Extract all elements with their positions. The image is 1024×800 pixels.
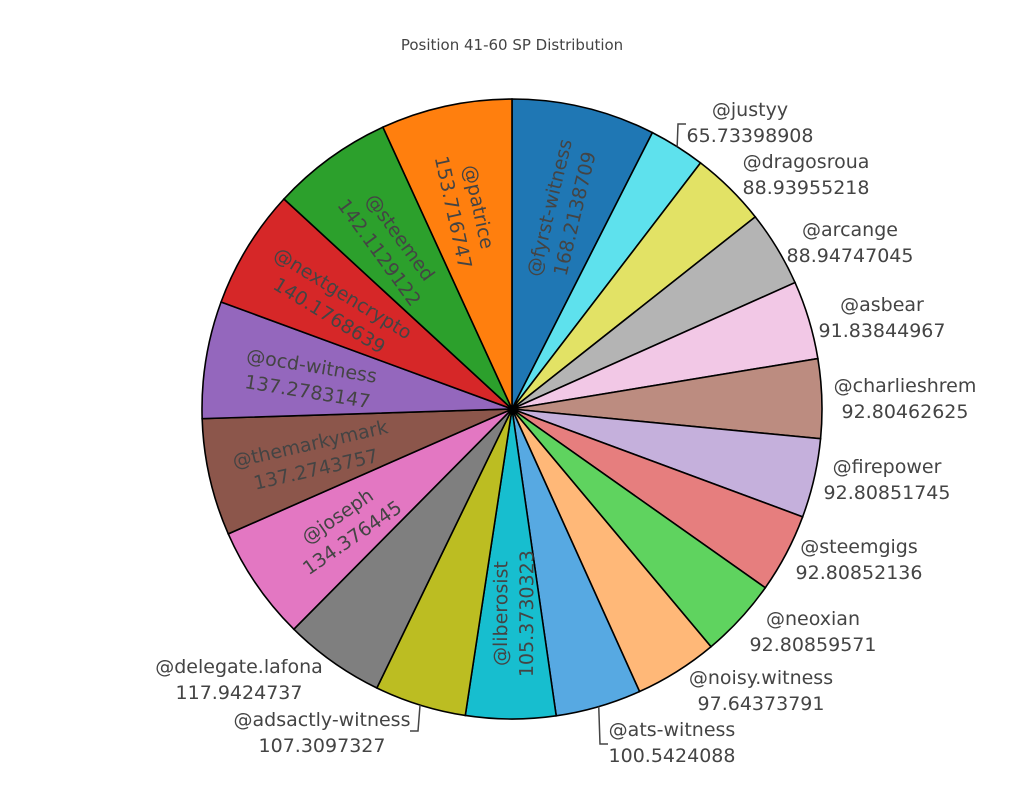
slice-label-liberosist: @liberosist 105.3730323 <box>490 550 539 677</box>
pie-slices <box>201 98 823 720</box>
label-name-dragosroua: @dragosroua <box>743 151 870 173</box>
slice-label-ats-witness: @ats-witness 100.5424088 <box>598 706 736 767</box>
slice-label-neoxian: @neoxian 92.80859571 <box>750 608 877 656</box>
slice-label-arcange: @arcange 88.94747045 <box>787 219 914 267</box>
label-name-asbear: @asbear <box>840 294 924 316</box>
label-value-asbear: 91.83844967 <box>819 320 946 342</box>
label-name-liberosist: @liberosist <box>490 561 512 666</box>
slice-label-charlieshrem: @charlieshrem 92.80462625 <box>834 375 977 423</box>
leader-line-adsactly-witness <box>410 704 421 732</box>
leader-line-justyy <box>676 123 686 147</box>
label-value-ats-witness: 100.5424088 <box>609 745 736 767</box>
label-value-firepower: 92.80851745 <box>824 482 951 504</box>
pie-slice-patrice[interactable] <box>381 98 513 410</box>
slice-label-asbear: @asbear 91.83844967 <box>819 294 946 342</box>
label-value-adsactly-witness: 107.3097327 <box>259 735 386 757</box>
leader-line-ats-witness <box>598 706 608 745</box>
pie-slice-fyrst-witness[interactable] <box>511 98 654 410</box>
label-name-steemgigs: @steemgigs <box>800 536 918 558</box>
label-name-delegate-lafona: @delegate.lafona <box>155 656 323 678</box>
label-value-arcange: 88.94747045 <box>787 245 914 267</box>
label-name-neoxian: @neoxian <box>766 608 860 630</box>
label-name-noisy-witness: @noisy.witness <box>689 667 833 689</box>
chart-title: Position 41-60 SP Distribution <box>401 36 623 54</box>
slice-label-dragosroua: @dragosroua 88.93955218 <box>743 151 870 199</box>
slice-label-steemgigs: @steemgigs 92.80852136 <box>796 536 923 584</box>
label-value-justyy: 65.73398908 <box>687 125 814 147</box>
slice-label-delegate-lafona: @delegate.lafona 117.9424737 <box>155 656 323 704</box>
slice-label-firepower: @firepower 92.80851745 <box>824 456 951 504</box>
pie-slice-ocd-witness[interactable] <box>201 300 513 420</box>
label-value-charlieshrem: 92.80462625 <box>842 401 969 423</box>
slice-label-justyy: @justyy 65.73398908 <box>676 99 814 147</box>
label-value-neoxian: 92.80859571 <box>750 634 877 656</box>
label-name-ats-witness: @ats-witness <box>609 719 736 741</box>
label-name-arcange: @arcange <box>802 219 898 241</box>
label-name-firepower: @firepower <box>833 456 942 478</box>
label-value-delegate-lafona: 117.9424737 <box>176 682 303 704</box>
slice-label-noisy-witness: @noisy.witness 97.64373791 <box>689 667 833 715</box>
label-value-dragosroua: 88.93955218 <box>743 177 870 199</box>
label-name-adsactly-witness: @adsactly-witness <box>234 709 411 731</box>
pie-slice-nextgencrypto[interactable] <box>220 197 513 410</box>
pie-slice-themarkymark[interactable] <box>201 408 513 535</box>
label-value-liberosist: 105.3730323 <box>516 550 539 677</box>
label-name-justyy: @justyy <box>712 99 788 121</box>
label-value-steemgigs: 92.80852136 <box>796 562 923 584</box>
label-name-charlieshrem: @charlieshrem <box>834 375 977 397</box>
slice-label-adsactly-witness: @adsactly-witness 107.3097327 <box>234 704 421 757</box>
label-value-noisy-witness: 97.64373791 <box>698 693 825 715</box>
pie-slice-steemed[interactable] <box>282 126 513 410</box>
